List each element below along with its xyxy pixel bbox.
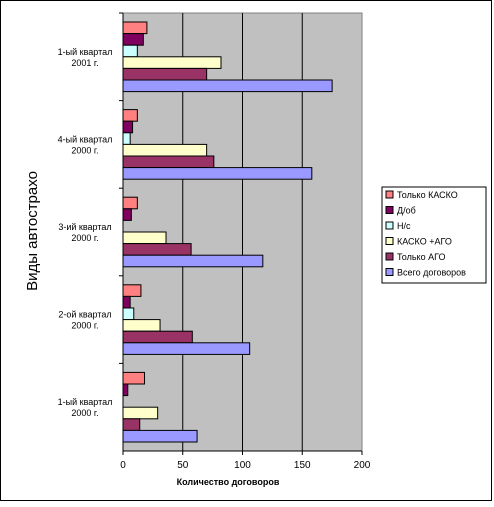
x-tick-label: 200: [354, 460, 371, 471]
bar: [122, 143, 208, 157]
legend-label: Всего договоров: [397, 268, 466, 278]
bar: [122, 342, 251, 355]
bar: [122, 418, 141, 431]
legend-label: Д/об: [397, 206, 416, 216]
bar: [122, 243, 192, 256]
bar: [122, 254, 264, 268]
legend-swatch: [385, 268, 394, 276]
bar: [122, 120, 134, 134]
legend-swatch: [385, 190, 394, 199]
bar: [122, 44, 138, 58]
legend: Только КАСКО Д/об Н/с КАСКО +АГО Только АГО В…: [381, 186, 487, 284]
bar: [122, 284, 142, 297]
x-tick-label: 50: [177, 460, 189, 471]
legend-swatch: [385, 221, 394, 230]
legend-swatch: [385, 206, 394, 214]
y-tick-label: 1-ый квартал 2000 г.: [58, 397, 113, 418]
axes: [119, 12, 363, 455]
bar: [122, 371, 146, 385]
bar: [122, 21, 148, 35]
x-tick-labels: 0 50 100 150 200: [120, 460, 371, 471]
bar: [122, 406, 159, 420]
bar: [122, 319, 161, 332]
y-tick-label: 3-ий квартал 2000 г.: [58, 222, 111, 243]
y-tick-label: 2-ой квартал 2000 г.: [58, 310, 111, 331]
legend-swatch: [385, 237, 394, 245]
bar: [122, 167, 313, 180]
bar: [122, 67, 208, 81]
bar: [122, 330, 193, 344]
x-tick-label: 100: [234, 460, 251, 471]
bar: [122, 33, 144, 46]
bar: [122, 56, 222, 69]
bar: [122, 132, 131, 145]
bar: [122, 109, 138, 122]
y-tick-label: 4-ый квартал 2000 г.: [58, 134, 113, 155]
bar: [122, 155, 215, 169]
bar: [122, 429, 198, 443]
y-axis-title: Виды автострахо: [24, 171, 41, 291]
x-tick-label: 150: [294, 460, 311, 471]
legend-swatch: [385, 252, 394, 261]
bar: [122, 307, 135, 321]
bar: [122, 383, 129, 397]
legend-label: Только АГО: [397, 252, 445, 262]
bar: [122, 231, 167, 245]
y-tick-label: 1-ый квартал 2001 г.: [58, 47, 113, 68]
legend-label: КАСКО +АГО: [397, 237, 452, 247]
legend-label: Только КАСКО: [397, 190, 458, 200]
legend-box: [381, 186, 487, 284]
bar: [122, 208, 132, 221]
bar: [122, 196, 138, 210]
legend-label: Н/с: [397, 221, 411, 231]
bar: [122, 295, 131, 309]
x-axis-title: Количество договоров: [177, 477, 280, 487]
bar: [122, 79, 333, 93]
y-tick-labels: 1-ый квартал 2000 г. 2-ой квартал 2000 г. 3-…: [58, 47, 113, 418]
x-tick-label: 0: [120, 460, 126, 471]
